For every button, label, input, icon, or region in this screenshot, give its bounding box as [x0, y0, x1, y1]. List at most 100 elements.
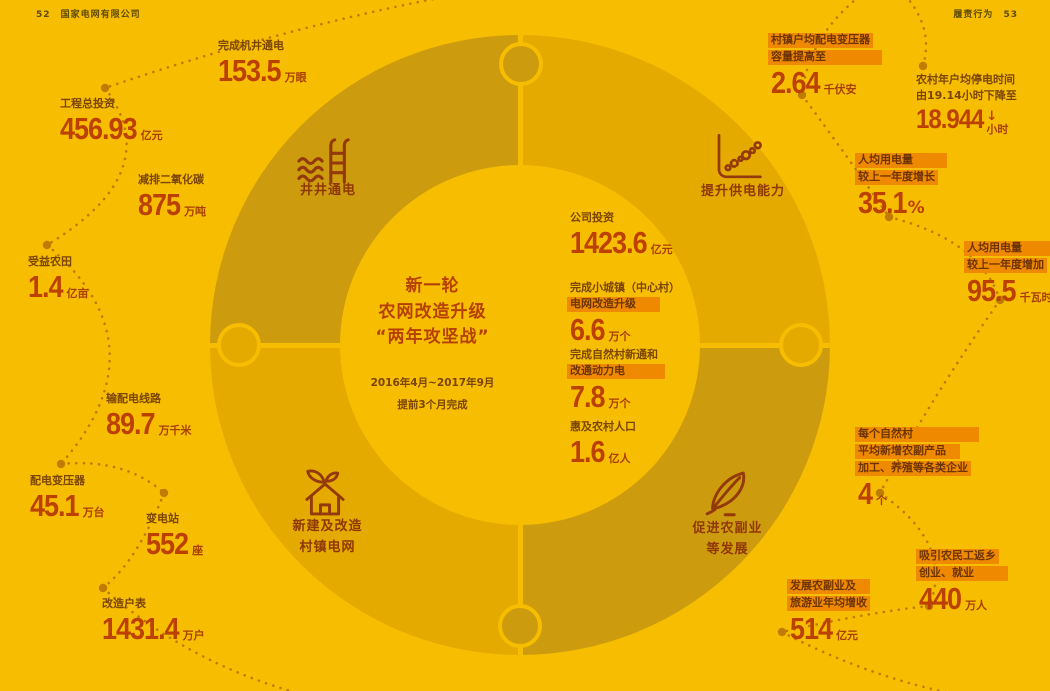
quadrant-label-text: 村镇电网: [299, 539, 356, 555]
stat-distribution-transformers: 配电变压器 45.1 万台: [30, 473, 105, 523]
ring-seam-bottom: [518, 522, 523, 658]
stat-rural-population-benefited: 惠及农村人口 1.6 亿人: [570, 419, 636, 469]
stat-value: 1.4: [28, 269, 64, 304]
stat-unit: 小时: [986, 122, 1009, 136]
stat-label: 变电站: [146, 512, 179, 525]
page-title: 新一轮 农网改造升级 “两年攻坚战”: [350, 274, 515, 351]
title-line: 新一轮: [405, 276, 460, 296]
stat-label: 输配电线路: [106, 392, 161, 405]
stat-unit: 亿人: [608, 451, 631, 465]
well-ladder-icon: [294, 134, 356, 192]
quadrant-label-village-grid: 新建及改造 村镇电网: [255, 517, 400, 559]
stat-value: 4: [858, 476, 873, 511]
stat-consumption-growth-kwh: 人均用电量 较上一年度增加 95.5 千瓦时: [964, 240, 1050, 308]
down-arrow-icon: ↓: [986, 108, 998, 124]
stat-natural-village-power: 完成自然村新通和 改通动力电 7.8 万个: [567, 347, 665, 414]
stat-value: 440: [919, 581, 962, 616]
puzzle-tab-top: [499, 42, 543, 86]
stat-value: 456.93: [60, 111, 138, 146]
stat-label: 人均用电量: [964, 241, 1050, 256]
stat-label: 完成自然村新通和: [570, 348, 658, 361]
stat-outage-time: 农村年户均停电时间 由19.14小时下降至 18.944 ↓ 小时: [916, 72, 1017, 135]
quadrant-label-supply-capacity: 提升供电能力: [668, 182, 818, 203]
stat-value: 514: [790, 611, 833, 646]
page-number-right: 53: [1003, 10, 1018, 20]
stat-label: 吸引农民工返乡: [916, 549, 999, 564]
stat-label: 工程总投资: [60, 97, 115, 110]
stat-meters-upgraded: 改造户表 1431.4 万户: [102, 596, 205, 646]
stat-unit: %: [907, 197, 925, 218]
stat-label: 容量提高至: [768, 49, 882, 65]
stat-label: 减排二氧化碳: [138, 173, 204, 186]
stat-value: 35.1: [858, 185, 908, 220]
period-text: 2016年4月~2017年9月: [370, 377, 495, 389]
stat-unit: 万台: [82, 505, 105, 519]
stat-returning-migrant-workers: 吸引农民工返乡 创业、就业 440 万人: [916, 548, 1008, 616]
stat-wells-electrified: 完成机井通电 153.5 万眼: [218, 38, 307, 88]
stat-unit: 万个: [608, 396, 631, 410]
title-line: “两年攻坚战”: [375, 327, 490, 347]
stat-unit: 万户: [182, 628, 205, 642]
stat-label: 完成小城镇（中心村）: [570, 281, 680, 294]
campaign-period: 2016年4月~2017年9月 提前3个月完成: [350, 372, 515, 416]
page-number-left: 52: [36, 10, 51, 20]
stat-value: 552: [146, 526, 189, 561]
stat-value: 1423.6: [570, 225, 648, 260]
stat-value: 153.5: [218, 53, 282, 88]
quadrant-label-wells: 井井通电: [258, 181, 398, 202]
stat-label: 公司投资: [570, 211, 614, 224]
stat-value: 2.64: [771, 65, 821, 100]
stat-label: 创业、就业: [916, 565, 1008, 581]
stat-transformer-capacity: 村镇户均配电变压器 容量提高至 2.64 千伏安: [768, 32, 882, 100]
stat-consumption-growth-percent: 人均用电量 较上一年度增长 35.1%: [855, 152, 947, 220]
header-left: 52 国家电网有限公司: [30, 7, 141, 20]
stat-value: 45.1: [30, 488, 80, 523]
stat-value: 6.6: [570, 312, 606, 347]
stat-label: 电网改造升级: [567, 296, 660, 312]
stat-power-lines: 输配电线路 89.7 万千米: [106, 391, 192, 441]
stat-label: 加工、养殖等各类企业: [855, 460, 971, 476]
title-line: 农网改造升级: [378, 301, 487, 322]
stat-value: 95.5: [967, 273, 1017, 308]
quadrant-label-sideline-industry: 促进农副业 等发展: [655, 519, 800, 561]
stat-unit: 亿元: [650, 242, 673, 256]
stat-value: 89.7: [106, 406, 156, 441]
header-right: 履责行为 53: [953, 7, 1024, 20]
inner-circle: [340, 165, 700, 525]
stat-label: 完成机井通电: [218, 39, 284, 52]
stat-label: 由19.14小时下降至: [916, 88, 1017, 102]
quadrant-label-text: 提升供电能力: [700, 184, 785, 199]
stat-benefited-farmland: 受益农田 1.4 亿亩: [28, 254, 89, 304]
puzzle-tab-bottom: [498, 604, 542, 648]
stat-value: 18.944: [916, 104, 984, 135]
stat-value: 1.6: [570, 434, 606, 469]
section-title: 履责行为: [953, 10, 994, 20]
stat-value: 7.8: [570, 379, 606, 414]
ring-seam-right: [697, 343, 833, 348]
stat-label: 村镇户均配电变压器: [768, 33, 873, 48]
quadrant-label-text: 等发展: [706, 541, 749, 557]
stat-substations: 变电站 552 座: [146, 511, 203, 561]
stat-unit: 千伏安: [823, 82, 857, 96]
stat-unit: 万个: [608, 329, 631, 343]
stat-label: 平均新增农副产品: [855, 443, 960, 459]
rising-chart-icon: [708, 130, 766, 184]
quadrant-label-text: 促进农副业: [692, 521, 763, 536]
stat-label: 每个自然村: [855, 427, 979, 442]
stat-unit: 亿元: [140, 128, 163, 142]
stat-label: 改造户表: [102, 597, 146, 610]
stat-unit: 万人: [965, 598, 988, 612]
quadrant-label-text: 新建及改造: [292, 519, 363, 534]
stat-unit: 万千米: [158, 423, 192, 437]
stat-company-investment: 公司投资 1423.6 亿元: [570, 210, 673, 260]
stat-label: 发展农副业及: [787, 579, 870, 594]
company-name: 国家电网有限公司: [60, 10, 141, 20]
stat-label: 旅游业年均增收: [787, 595, 870, 611]
stat-label: 惠及农村人口: [570, 420, 636, 433]
stat-label: 配电变压器: [30, 474, 85, 487]
period-note: 提前3个月完成: [397, 399, 468, 412]
stat-label: 受益农田: [28, 255, 72, 268]
stat-label: 农村年户均停电时间: [916, 73, 1015, 86]
